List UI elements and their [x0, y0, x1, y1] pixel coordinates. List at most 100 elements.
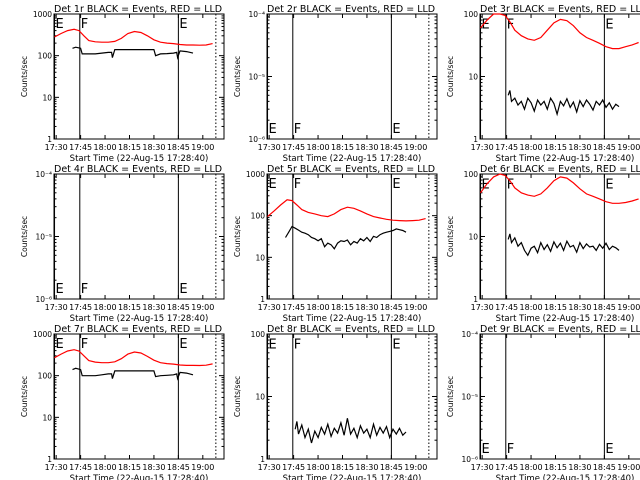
x-tick-label: 19:00: [617, 143, 640, 152]
marker-label-E: E: [269, 177, 277, 192]
marker-label-E: E: [56, 17, 64, 32]
x-tick-label: 18:30: [568, 143, 591, 152]
x-tick-label: 17:30: [258, 303, 281, 312]
marker-label-E: E: [179, 337, 187, 352]
y-tick-label: 10⁻⁴: [248, 10, 265, 19]
marker-label-F: F: [294, 338, 301, 353]
x-tick-label: 18:15: [331, 463, 354, 472]
chart-title: Det 9r BLACK = Events, RED = LLD: [480, 324, 640, 335]
x-tick-label: 18:45: [380, 463, 403, 472]
y-tick-label: 1: [47, 455, 52, 464]
x-tick-label: 17:30: [45, 143, 68, 152]
chart-title: Det 2r BLACK = Events, RED = LLD: [267, 4, 435, 15]
y-tick-label: 10⁻⁴: [461, 330, 478, 339]
events-series-line: [72, 367, 194, 381]
y-axis-label: Counts/sec: [233, 216, 242, 257]
y-axis-label: Counts/sec: [20, 216, 29, 257]
y-tick-label: 100: [38, 372, 53, 381]
x-tick-label: 18:30: [568, 463, 591, 472]
chart-title: Det 5r BLACK = Events, RED = LLD: [267, 164, 435, 175]
marker-label-F: F: [507, 18, 514, 33]
x-tick-label: 18:30: [142, 463, 165, 472]
marker-label-E: E: [56, 282, 64, 297]
marker-label-F: F: [81, 17, 88, 32]
x-tick-label: 18:15: [118, 463, 141, 472]
x-tick-label: 18:15: [118, 143, 141, 152]
y-tick-label: 100: [38, 52, 53, 61]
x-tick-label: 17:30: [471, 463, 494, 472]
x-tick-label: 18:30: [142, 303, 165, 312]
x-tick-label: 19:00: [191, 303, 214, 312]
lld-series-line: [54, 349, 213, 367]
x-tick-label: 18:15: [544, 463, 567, 472]
y-tick-label: 10⁻⁶: [248, 135, 265, 144]
x-tick-label: 18:30: [355, 463, 378, 472]
marker-label-E: E: [56, 337, 64, 352]
chart-panel-1: Det 1r BLACK = Events, RED = LLD 17:30 17:…: [20, 4, 225, 164]
lld-series-line: [480, 13, 639, 50]
y-tick-label: 100: [251, 212, 266, 221]
events-series-line: [294, 418, 407, 444]
chart-title: Det 8r BLACK = Events, RED = LLD: [267, 324, 435, 335]
marker-label-E: E: [482, 442, 490, 457]
x-axis-label: Start Time (22-Aug-15 17:28:40): [496, 474, 635, 480]
chart-title: Det 3r BLACK = Events, RED = LLD: [480, 4, 640, 15]
y-tick-label: 10⁻⁵: [248, 73, 265, 82]
x-tick-label: 18:30: [142, 143, 165, 152]
marker-label-E: E: [392, 338, 400, 353]
x-tick-label: 18:00: [307, 463, 330, 472]
y-tick-label: 10⁻⁶: [35, 295, 52, 304]
x-tick-label: 17:30: [471, 303, 494, 312]
events-series-line: [507, 233, 620, 257]
x-tick-label: 17:30: [45, 463, 68, 472]
x-tick-label: 17:45: [495, 463, 518, 472]
x-tick-label: 18:45: [167, 143, 190, 152]
x-tick-label: 17:30: [45, 303, 68, 312]
x-tick-label: 17:45: [69, 463, 92, 472]
y-tick-label: 1: [47, 135, 52, 144]
x-tick-label: 18:45: [380, 143, 403, 152]
x-tick-label: 17:30: [471, 143, 494, 152]
x-tick-label: 18:00: [520, 143, 543, 152]
x-tick-label: 17:45: [282, 463, 305, 472]
x-tick-label: 19:00: [404, 303, 427, 312]
marker-label-E: E: [269, 122, 277, 137]
x-axis-label: Start Time (22-Aug-15 17:28:40): [496, 314, 635, 324]
marker-label-E: E: [605, 442, 613, 457]
chart-panel-8: Det 8r BLACK = Events, RED = LLD 17:30 17:…: [233, 324, 438, 480]
x-axis-label: Start Time (22-Aug-15 17:28:40): [70, 474, 209, 480]
plot-frame: [266, 173, 438, 300]
y-tick-label: 10: [42, 93, 52, 102]
marker-label-F: F: [294, 177, 301, 192]
x-tick-label: 18:00: [520, 463, 543, 472]
x-tick-label: 18:00: [307, 303, 330, 312]
y-tick-label: 1000: [33, 10, 52, 19]
x-tick-label: 18:45: [593, 143, 616, 152]
chart-panel-5: Det 5r BLACK = Events, RED = LLD 17:30 17:…: [233, 164, 438, 324]
x-tick-label: 19:00: [617, 463, 640, 472]
y-tick-label: 1000: [246, 170, 265, 179]
marker-label-F: F: [507, 442, 514, 457]
marker-label-E: E: [392, 177, 400, 192]
y-tick-label: 100: [464, 170, 479, 179]
chart-panel-3: Det 3r BLACK = Events, RED = LLD 17:30 17:…: [446, 4, 640, 164]
y-axis-label: Counts/sec: [20, 56, 29, 97]
y-tick-label: 10⁻⁵: [35, 233, 52, 242]
marker-label-F: F: [507, 178, 514, 193]
chart-title: Det 4r BLACK = Events, RED = LLD: [54, 164, 222, 175]
lld-series-line: [480, 173, 639, 204]
events-series-line: [72, 46, 194, 60]
x-tick-label: 18:15: [331, 143, 354, 152]
x-tick-label: 19:00: [404, 463, 427, 472]
x-tick-label: 18:45: [167, 463, 190, 472]
y-tick-label: 1: [260, 295, 265, 304]
chart-panel-7: Det 7r BLACK = Events, RED = LLD 17:30 17:…: [20, 324, 225, 480]
y-tick-label: 1: [473, 295, 478, 304]
chart-panel-6: Det 6r BLACK = Events, RED = LLD 17:30 17:…: [446, 164, 640, 324]
chart-panel-9: Det 9r BLACK = Events, RED = LLD 17:30 17:…: [446, 324, 640, 480]
lld-series-line: [54, 28, 213, 46]
x-tick-label: 19:00: [191, 463, 214, 472]
x-tick-label: 18:45: [593, 303, 616, 312]
